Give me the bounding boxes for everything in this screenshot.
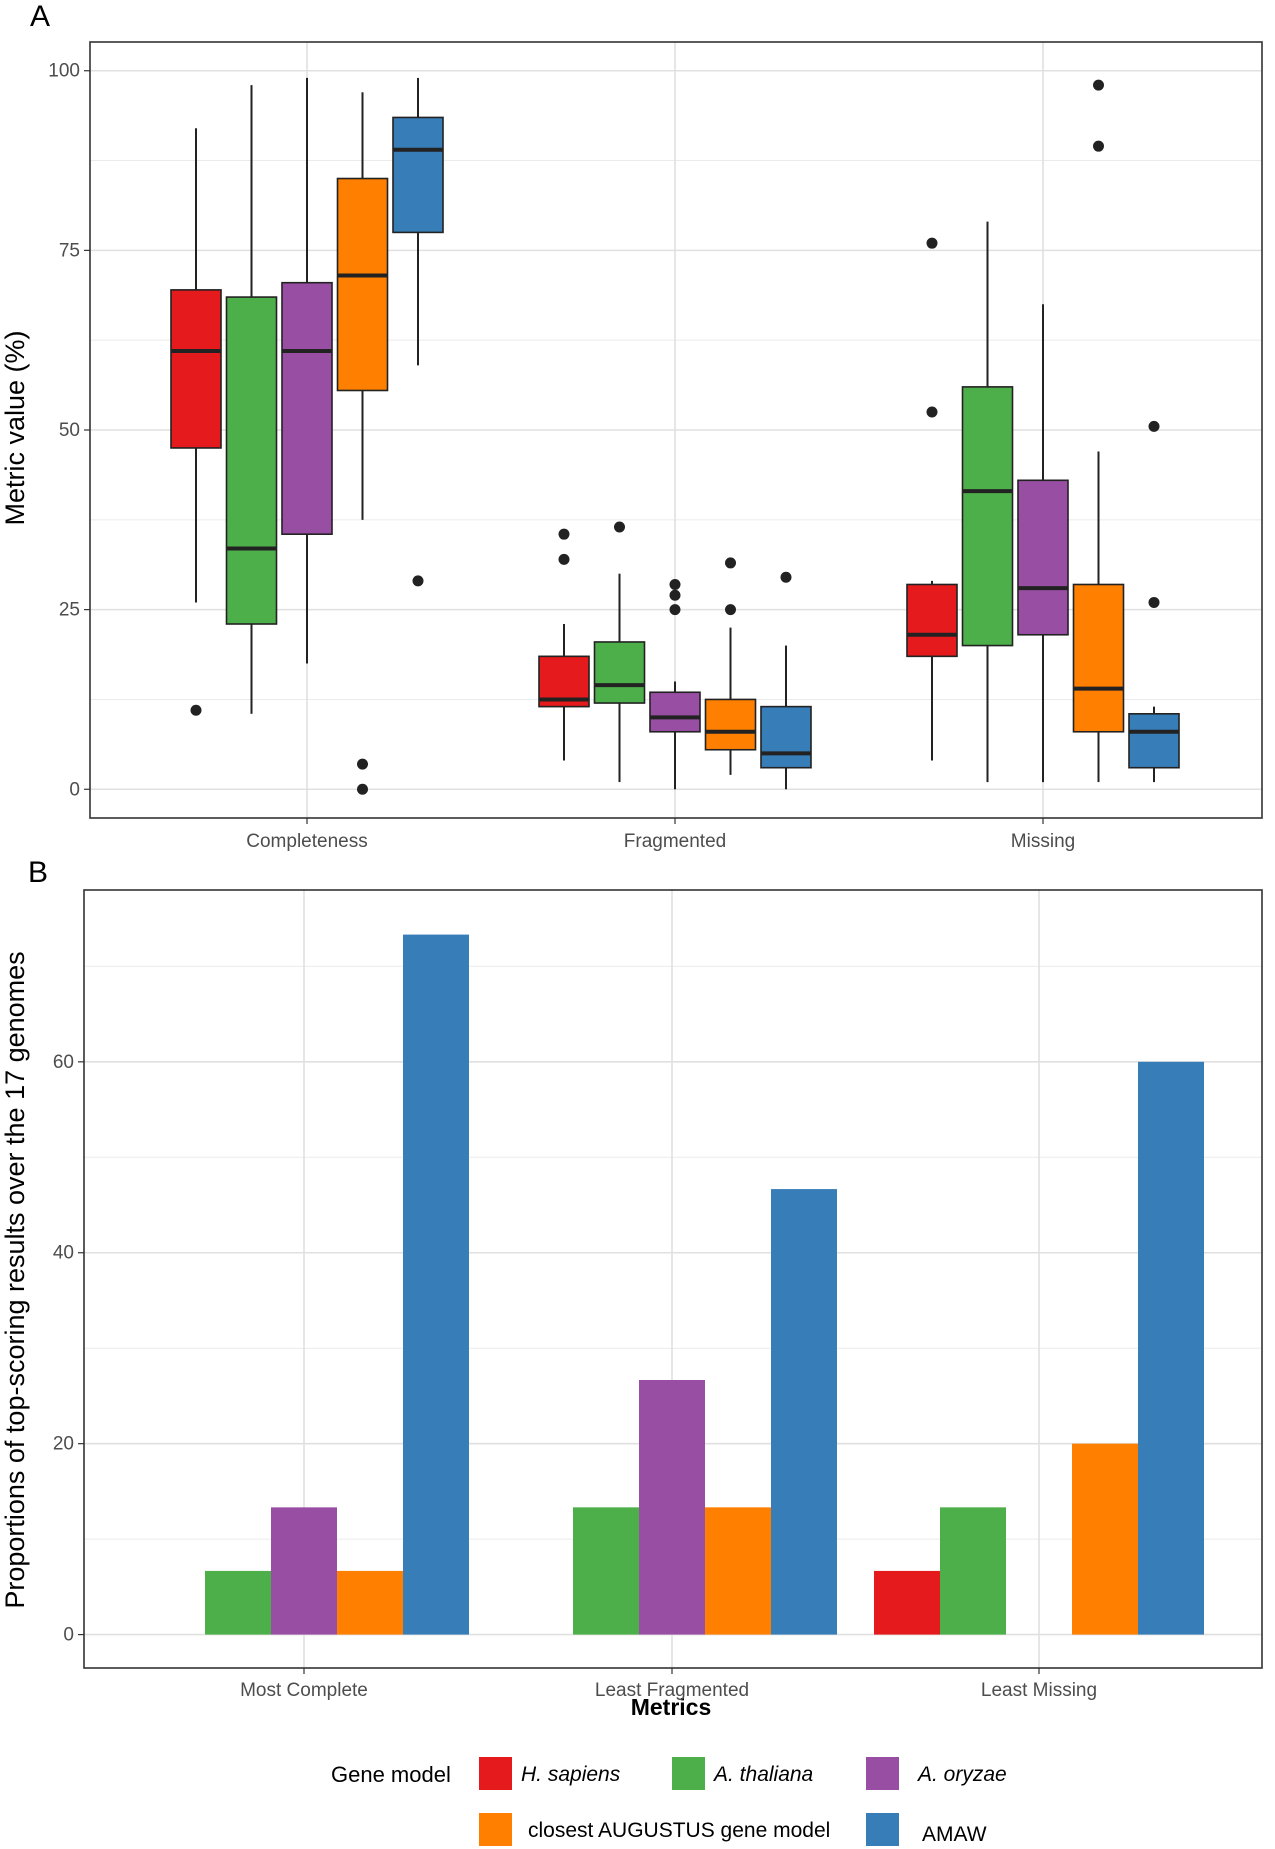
panel-a-y-tick-label: 50 [59, 420, 80, 441]
outlier-point [725, 557, 736, 569]
box-fragmented-h-sapiens [538, 528, 590, 761]
box-iqr [392, 116, 444, 234]
box-missing-a-oryzae [1017, 304, 1069, 783]
legend-key-amaw [866, 1813, 899, 1846]
outlier-point [558, 553, 570, 565]
box-iqr [961, 386, 1014, 647]
panel-b-x-tick-label: Least Fragmented [595, 1680, 749, 1701]
box-iqr [225, 296, 278, 625]
outlier-point [614, 521, 625, 533]
box-iqr [336, 177, 389, 392]
box-missing-h-sapiens [906, 237, 958, 761]
legend-label-h-sapiens: H. sapiens [521, 1763, 621, 1786]
box-completeness-a-thaliana [225, 85, 278, 714]
box-fragmented-amaw [760, 571, 812, 790]
outlier-point [926, 406, 938, 418]
legend-key-a-thaliana [672, 1757, 705, 1790]
bar-most-complete-a-thaliana [205, 1570, 271, 1635]
bar-least-fragmented-a-thaliana [573, 1507, 639, 1635]
legend-label-a-oryzae: A. oryzae [916, 1763, 1007, 1786]
outlier-point [780, 571, 792, 583]
box-fragmented-closest-augustus-gene-model [704, 557, 757, 775]
outlier-point [725, 604, 736, 616]
panel-a-y-tick-label: 25 [59, 600, 80, 621]
bar-least-fragmented-amaw [771, 1189, 837, 1635]
legend-label-augustus: closest AUGUSTUS gene model [528, 1819, 830, 1842]
legend-key-h-sapiens [479, 1757, 512, 1790]
panel-b-y-axis-title: Proportions of top-scoring results over … [0, 951, 30, 1608]
panel-label-b: B [28, 856, 48, 889]
bar-least-fragmented-closest-augustus-gene-model [705, 1507, 771, 1635]
outlier-point [926, 237, 938, 249]
panel-a-y-tick-label: 100 [48, 61, 80, 82]
panel-b-y-tick-label: 40 [53, 1243, 74, 1264]
bar-least-fragmented-a-oryzae [639, 1379, 705, 1635]
panel-b-x-tick-label: Most Complete [240, 1680, 368, 1701]
box-iqr [593, 641, 646, 704]
box-completeness-a-oryzae [281, 77, 333, 664]
outlier-point [669, 589, 681, 601]
box-missing-closest-augustus-gene-model [1072, 79, 1125, 783]
outlier-point [1093, 79, 1104, 91]
outlier-point [669, 578, 681, 590]
outlier-point [1148, 596, 1160, 608]
bar-least-missing-amaw [1138, 1061, 1204, 1635]
box-iqr [1128, 713, 1180, 769]
legend-key-a-oryzae [866, 1757, 899, 1790]
outlier-point [1093, 140, 1104, 152]
panel-b-x-axis-title: Metrics [631, 1694, 712, 1720]
bar-most-complete-a-oryzae [271, 1507, 337, 1635]
box-completeness-h-sapiens [170, 128, 222, 716]
outlier-point [412, 575, 424, 587]
panel-b-x-tick-label: Least Missing [981, 1680, 1097, 1701]
box-iqr [760, 705, 812, 769]
box-missing-amaw [1128, 420, 1180, 783]
panel-b-y-tick-label: 60 [53, 1052, 74, 1073]
box-iqr [1072, 583, 1125, 733]
box-completeness-amaw [392, 77, 444, 587]
box-iqr [170, 289, 222, 449]
box-fragmented-a-thaliana [593, 521, 646, 783]
outlier-point [357, 783, 368, 795]
panel-a-x-tick-label: Completeness [246, 831, 367, 852]
panel-b-y-tick-label: 20 [53, 1434, 74, 1455]
box-iqr [704, 698, 757, 751]
panel-a-y-tick-label: 75 [59, 240, 80, 261]
panel-label-a: A [30, 0, 50, 33]
legend-label-amaw: AMAW [922, 1823, 987, 1846]
panel-b-barchart: 0 20 40 60 Most Complete Least Fragmented Leas… [53, 889, 1263, 1701]
panel-a-x-tick-label: Fragmented [624, 831, 726, 852]
panel-a-x-tick-label: Missing [1011, 831, 1075, 852]
legend-title: Gene model [331, 1762, 451, 1787]
bar-most-complete-closest-augustus-gene-model [337, 1570, 403, 1635]
bar-most-complete-amaw [403, 934, 469, 1635]
panel-a-y-axis-title: Metric value (%) [0, 330, 30, 525]
outlier-point [558, 528, 570, 540]
bar-least-missing-closest-augustus-gene-model [1072, 1443, 1138, 1635]
bar-least-missing-h-sapiens [874, 1570, 940, 1635]
outlier-point [1148, 420, 1160, 432]
panel-a-boxplot: 0 25 50 75 100 Completeness Fragmented Missing [48, 41, 1263, 852]
box-iqr [649, 691, 701, 733]
panel-a-border [89, 41, 1263, 819]
legend-key-augustus [479, 1813, 512, 1846]
legend-label-a-thaliana: A. thaliana [712, 1763, 813, 1786]
box-missing-a-thaliana [961, 221, 1014, 783]
panel-a-y-tick-label: 0 [69, 779, 80, 800]
panel-b-border [83, 889, 1263, 1669]
box-completeness-closest-augustus-gene-model [336, 92, 389, 795]
outlier-point [669, 604, 681, 616]
outlier-point [357, 758, 368, 770]
legend: Gene model H. sapiens A. thaliana A. ory… [331, 1757, 1007, 1846]
panel-b-y-tick-label: 0 [63, 1625, 74, 1646]
box-iqr [906, 583, 958, 658]
outlier-point [190, 704, 202, 716]
box-fragmented-a-oryzae [649, 578, 701, 790]
box-iqr [281, 281, 333, 535]
box-iqr [1017, 479, 1069, 636]
bar-least-missing-a-thaliana [940, 1507, 1006, 1635]
